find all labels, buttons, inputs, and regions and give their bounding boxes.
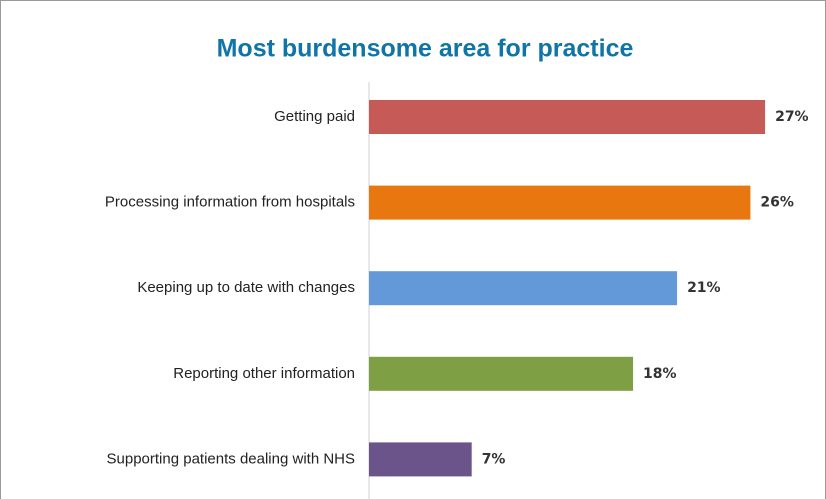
bar xyxy=(369,185,751,220)
bar xyxy=(369,100,766,134)
category-label: Keeping up to date with changes xyxy=(137,279,355,296)
category-label: Supporting patients dealing with NHS xyxy=(107,450,355,467)
bar xyxy=(369,442,472,477)
value-label: 7% xyxy=(482,451,506,467)
category-label: Processing information from hospitals xyxy=(105,194,355,211)
category-label: Reporting other information xyxy=(173,365,355,382)
value-label: 26% xyxy=(760,195,794,211)
value-label: 18% xyxy=(643,366,677,382)
chart-title: Most burdensome area for practice xyxy=(217,35,634,63)
bar xyxy=(369,356,634,391)
value-label: 21% xyxy=(687,280,721,296)
category-label: Getting paid xyxy=(274,108,355,125)
bar xyxy=(369,271,678,306)
value-label: 27% xyxy=(775,109,809,125)
